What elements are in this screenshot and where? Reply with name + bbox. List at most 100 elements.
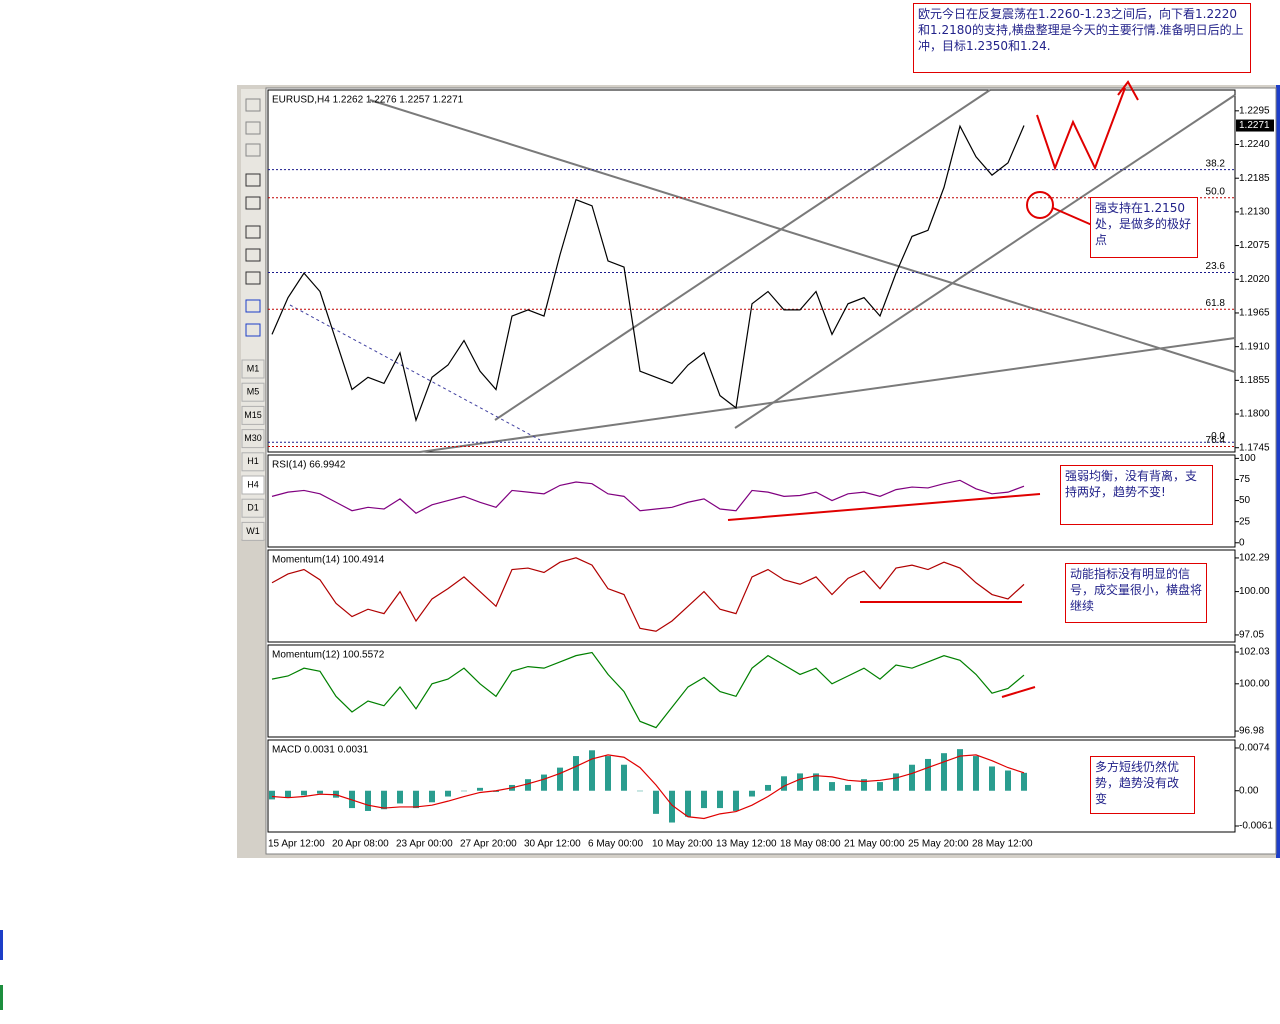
histogram-bar	[1021, 772, 1027, 791]
annotation: 强弱均衡，没有背离，支持两好，趋势不变!	[1060, 465, 1213, 525]
forecast-path	[1036, 87, 1126, 171]
histogram-bar	[621, 764, 627, 791]
x-tick-label: 6 May 00:00	[588, 839, 643, 850]
x-tick-label: 21 May 00:00	[844, 839, 905, 850]
histogram-bar	[573, 756, 579, 791]
timeframe-button[interactable]	[241, 498, 265, 518]
y-tick-label: 100	[1239, 453, 1256, 464]
x-tick-label: 23 Apr 00:00	[396, 839, 453, 850]
y-tick-label: 25	[1239, 516, 1251, 527]
drawn-marks	[727, 80, 1139, 698]
histogram-bar	[733, 790, 739, 811]
y-tick-label: 1.2240	[1239, 139, 1270, 150]
trend-line	[494, 89, 991, 421]
timeframe-label: M5	[247, 387, 260, 397]
histogram-bar	[765, 784, 771, 791]
histogram-bar	[717, 790, 723, 809]
y-tick-label: 0.0074	[1239, 743, 1270, 754]
tool-button[interactable]	[245, 248, 261, 262]
histogram-bar	[1005, 770, 1011, 791]
y-tick-label: 1.2185	[1239, 173, 1270, 184]
fib-label: 76.4	[1206, 435, 1226, 446]
current-price-box	[1236, 119, 1274, 132]
x-tick-label: 27 Apr 20:00	[460, 839, 517, 850]
histogram-bar	[413, 790, 419, 809]
timeframe-button[interactable]	[241, 475, 265, 495]
histogram-bar	[669, 790, 675, 823]
annotation: 动能指标没有明显的信号，成交量很小，横盘将继续	[1065, 563, 1207, 623]
y-tick-label: 0	[1239, 537, 1245, 548]
timeframe-label: H4	[247, 479, 259, 489]
tool-button[interactable]	[245, 196, 261, 210]
trend-line	[369, 99, 1236, 373]
y-tick-label: 1.1800	[1239, 409, 1270, 420]
timeframe-label: H1	[247, 456, 259, 466]
histogram-bar	[365, 790, 371, 811]
trend-lines	[289, 89, 1236, 453]
histogram-bar	[957, 749, 963, 791]
histogram-bar	[749, 790, 755, 797]
timeframe-label: D1	[247, 503, 259, 513]
panel-title: Momentum(12) 100.5572	[272, 650, 385, 661]
y-tick-label: 1.2295	[1239, 105, 1270, 116]
tool-button[interactable]	[245, 173, 261, 187]
histogram-bar	[461, 790, 467, 792]
timeframe-button[interactable]	[241, 521, 265, 541]
tool-button[interactable]	[245, 323, 261, 337]
histogram-bar	[941, 753, 947, 791]
histogram-bar	[525, 779, 531, 791]
window-edge	[1276, 85, 1280, 858]
series-line	[271, 479, 1025, 514]
series-line	[271, 754, 1025, 820]
timeframe-button[interactable]	[241, 359, 265, 379]
histogram-bar	[797, 773, 803, 791]
y-tick-label: 1.1855	[1239, 375, 1270, 386]
timeframe-button[interactable]	[241, 405, 265, 425]
histogram-bar	[429, 790, 435, 803]
tool-button[interactable]	[245, 271, 261, 285]
fib-label: 0.0	[1211, 431, 1225, 442]
timeframe-button[interactable]	[241, 429, 265, 449]
fib-label: 61.8	[1206, 298, 1226, 309]
y-tick-label: 102.03	[1239, 647, 1270, 658]
fib-label: 50.0	[1206, 186, 1226, 197]
panel-title: MACD 0.0031 0.0031	[272, 745, 369, 756]
histogram-bar	[589, 750, 595, 791]
tool-button[interactable]	[245, 143, 261, 157]
y-tick-label: 50	[1239, 495, 1251, 506]
panel	[267, 644, 1236, 738]
panel-title: EURUSD,H4 1.2262 1.2276 1.2257 1.2271	[272, 95, 464, 106]
timeframe-button[interactable]	[241, 452, 265, 472]
histogram-bar	[893, 773, 899, 791]
x-tick-label: 30 Apr 12:00	[524, 839, 581, 850]
histogram-bar	[381, 790, 387, 810]
tool-button[interactable]	[245, 98, 261, 112]
tool-button[interactable]	[245, 299, 261, 313]
arrow-head	[1117, 80, 1139, 101]
edge-mark	[0, 985, 3, 1010]
histogram-bar	[557, 767, 563, 791]
histogram-bar	[541, 774, 547, 791]
y-tick-label: 100.00	[1239, 678, 1270, 689]
y-tick-label: 0.00	[1239, 785, 1259, 796]
y-tick-label: 1.1745	[1239, 442, 1270, 453]
timeframe-label: M30	[244, 433, 262, 443]
histogram-bar	[861, 779, 867, 791]
timeframe-button[interactable]	[241, 382, 265, 402]
y-tick-label: 1.2130	[1239, 207, 1270, 218]
rsi-support-line	[727, 493, 1041, 521]
y-tick-label: 97.05	[1239, 630, 1264, 641]
tool-button[interactable]	[245, 121, 261, 135]
fib-label: 23.6	[1206, 261, 1226, 272]
y-tick-label: 1.1910	[1239, 341, 1270, 352]
tool-button[interactable]	[245, 225, 261, 239]
x-tick-label: 18 May 08:00	[780, 839, 841, 850]
histogram-bar	[653, 790, 659, 814]
histogram-bar	[301, 790, 307, 796]
panel-title: Momentum(14) 100.4914	[272, 555, 385, 566]
x-tick-label: 10 May 20:00	[652, 839, 713, 850]
x-tick-label: 15 Apr 12:00	[268, 839, 325, 850]
annotation: 强支持在1.2150处，是做多的极好点	[1090, 197, 1198, 258]
timeframe-label: M15	[244, 410, 262, 420]
